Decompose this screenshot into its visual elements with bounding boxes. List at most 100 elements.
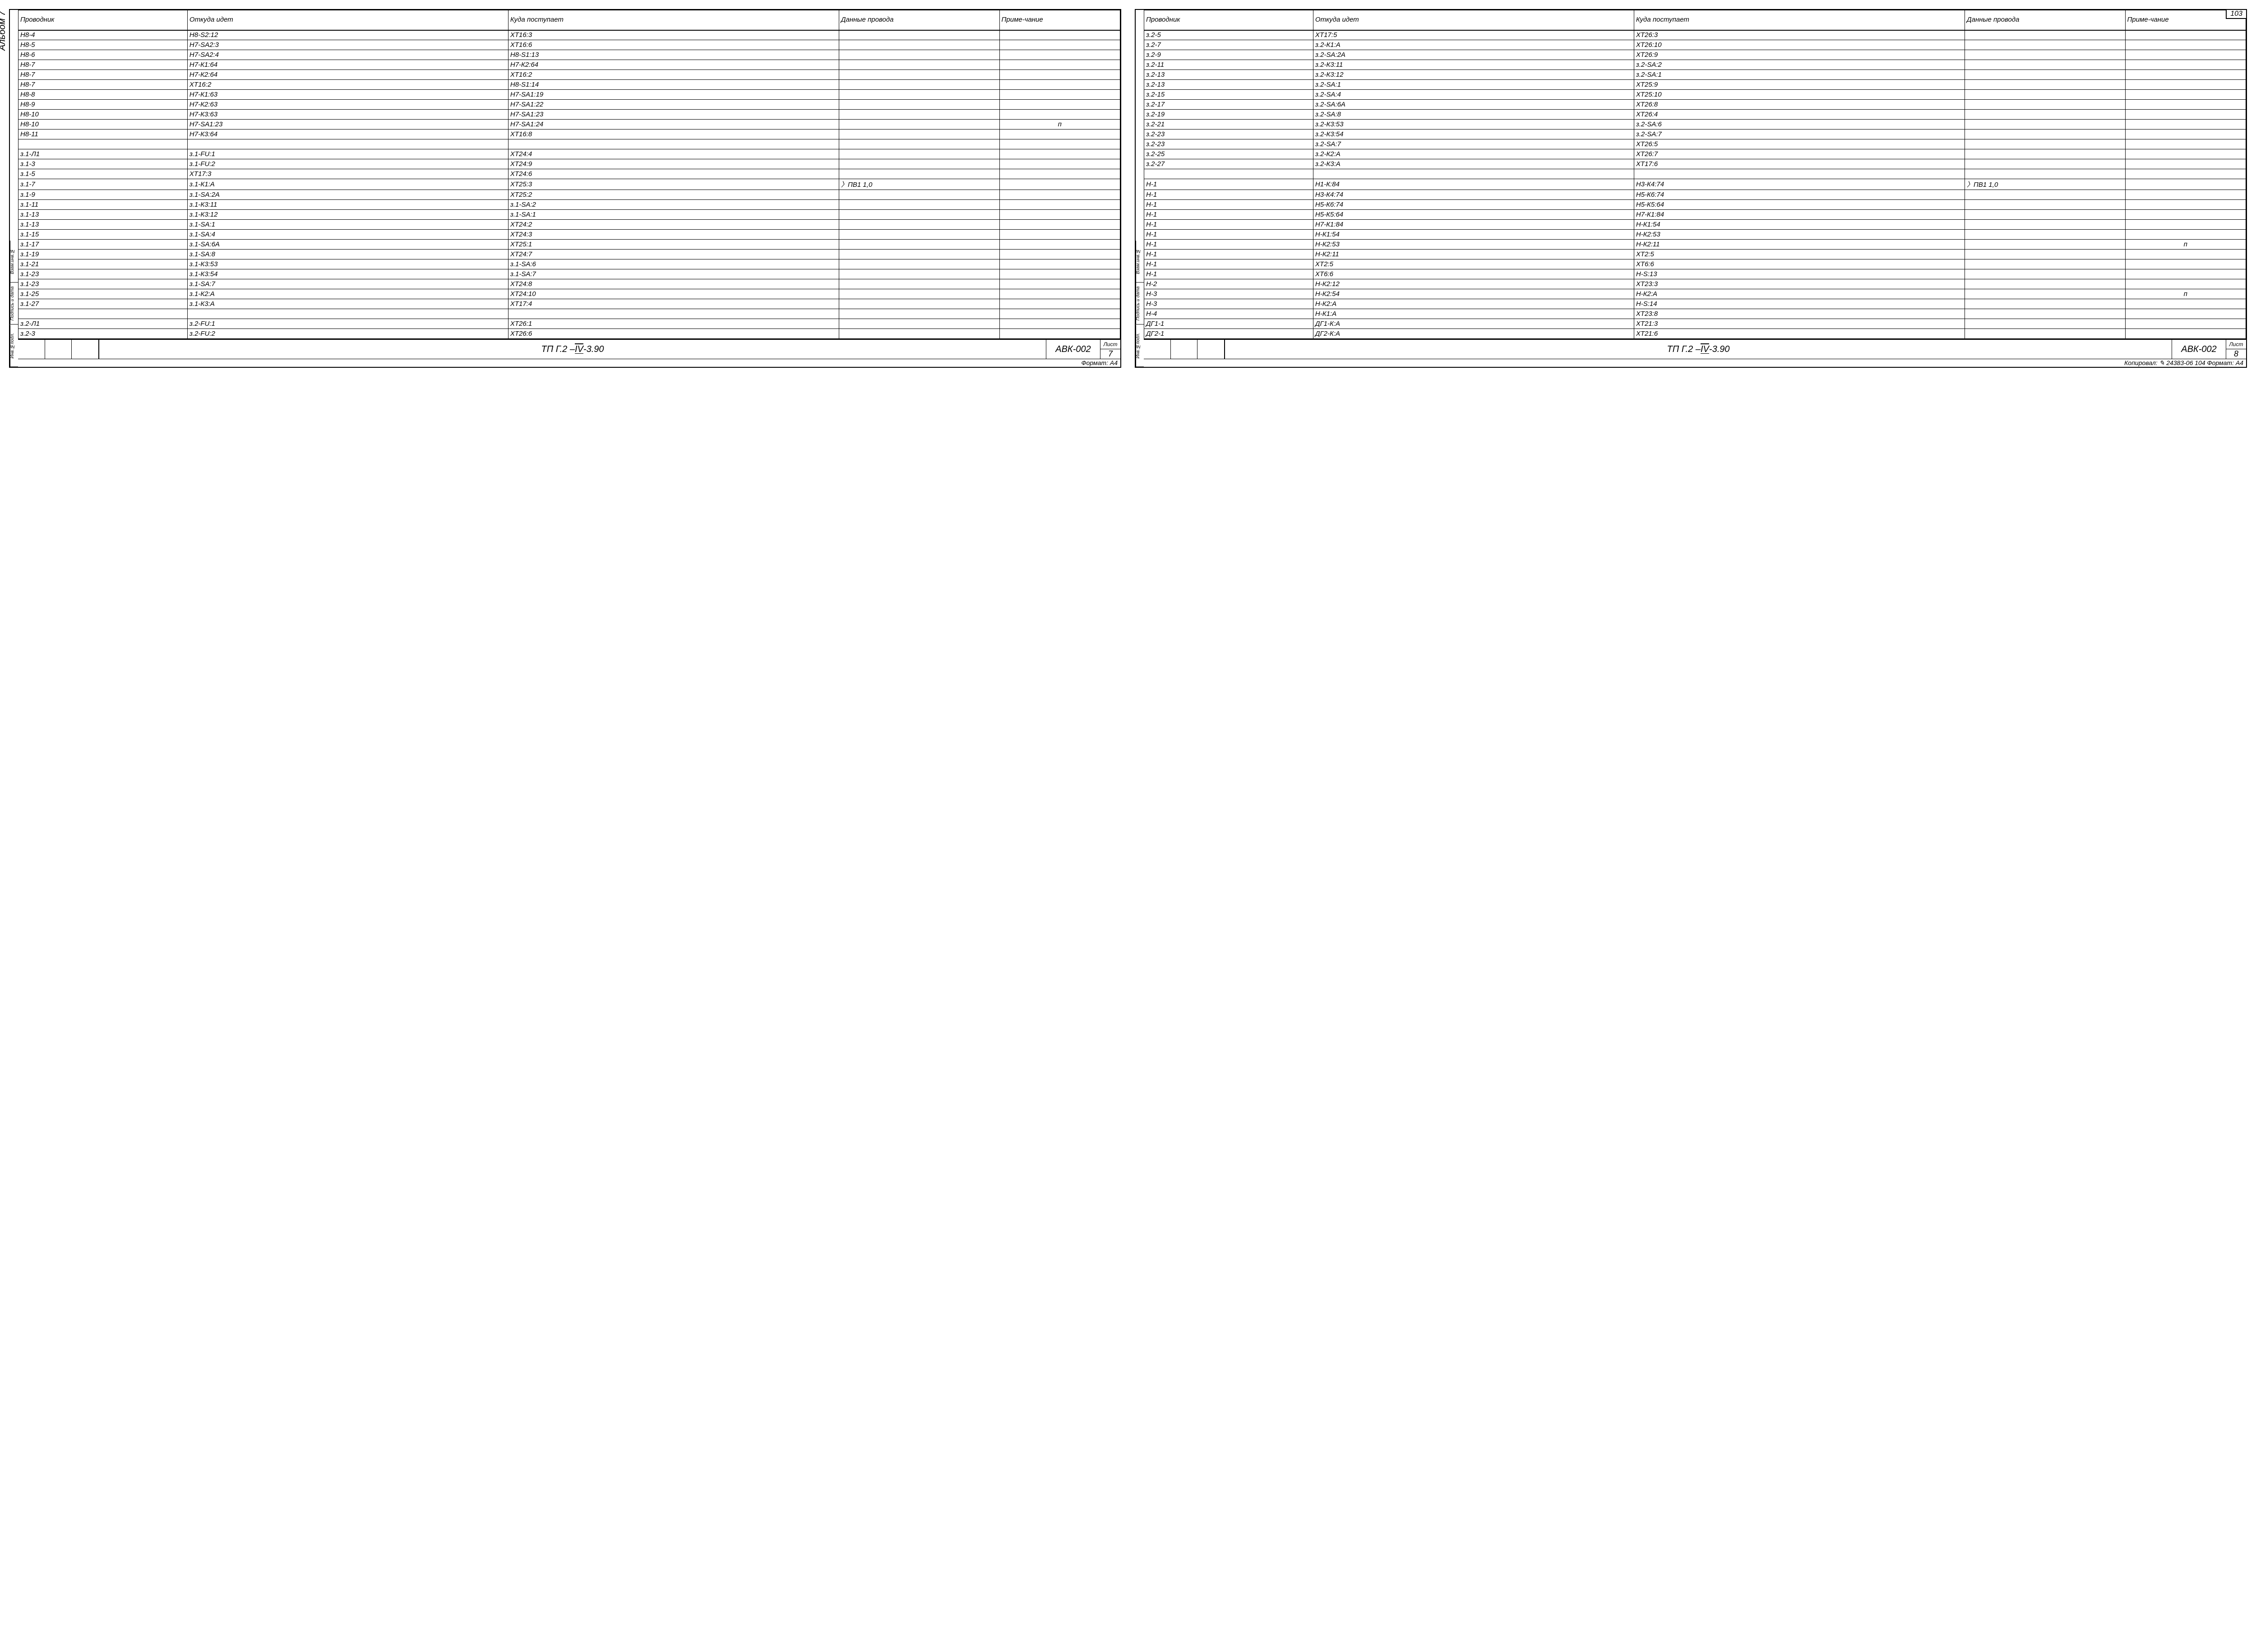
cell-n (999, 269, 1120, 279)
cell-n (2125, 100, 2246, 110)
designation-prefix: ТП Г.2 – (541, 344, 575, 355)
table-row: Н8-5Н7-SA2:3XT16:6 (18, 40, 1120, 50)
cell-d (839, 200, 999, 210)
cell-d (839, 220, 999, 230)
cell-p (18, 139, 188, 149)
cell-d (839, 100, 999, 110)
cell-k: XT26:4 (1634, 110, 1965, 120)
cell-o: з.1-SA:7 (187, 279, 508, 289)
cell-n (2125, 110, 2246, 120)
cell-p: з.1-15 (18, 230, 188, 240)
table-row: з.2-21з.2-К3:53з.2-SA:6 (1144, 120, 2246, 130)
cell-d (1965, 240, 2125, 250)
cell-p: Н-1 (1144, 230, 1313, 240)
cell-d (839, 70, 999, 80)
cell-k: XT26:3 (1634, 30, 1965, 40)
album-label: Альбом 7 (0, 11, 8, 51)
cell-d: 〉ПВ1 1,0 (839, 179, 999, 190)
cell-n (999, 110, 1120, 120)
cell-o: з.2-FU:2 (187, 329, 508, 339)
cell-d (839, 149, 999, 159)
cell-p: з.1-13 (18, 210, 188, 220)
cell-o: Н-К2:11 (1313, 250, 1634, 259)
cell-n (2125, 90, 2246, 100)
cell-d (1965, 299, 2125, 309)
cell-n (2125, 50, 2246, 60)
cell-p: з.1-Л1 (18, 149, 188, 159)
col-dannye: Данные провода (1965, 10, 2125, 30)
sheet-num: 8 (2226, 349, 2246, 359)
col-otkuda: Откуда идет (187, 10, 508, 30)
cell-d (839, 319, 999, 329)
cell-d (1965, 329, 2125, 339)
table-row: з.1-27з.1-К3:АXT17:4 (18, 299, 1120, 309)
cell-k: з.1-SA:1 (508, 210, 839, 220)
cell-k: XT17:4 (508, 299, 839, 309)
cell-k: XT26:6 (508, 329, 839, 339)
cell-n (999, 50, 1120, 60)
cell-n (2125, 159, 2246, 169)
cell-o: з.1-SA:2А (187, 190, 508, 200)
cell-p: з.1-9 (18, 190, 188, 200)
designation-suffix: -3.90 (1709, 344, 1730, 355)
cell-p: Н8-6 (18, 50, 188, 60)
cell-o: з.2-К3:12 (1313, 70, 1634, 80)
cell-n (2125, 250, 2246, 259)
cell-o: XT6:6 (1313, 269, 1634, 279)
cell-d (839, 289, 999, 299)
cell-o: з.1-К3:11 (187, 200, 508, 210)
cell-d (1965, 50, 2125, 60)
cell-k: XT24:10 (508, 289, 839, 299)
cell-p: Н-3 (1144, 289, 1313, 299)
cell-n (999, 230, 1120, 240)
cell-k: з.1-SA:6 (508, 259, 839, 269)
cell-o: Н7-К3:64 (187, 130, 508, 139)
cell-p: Н8-9 (18, 100, 188, 110)
cell-d (1965, 159, 2125, 169)
table-row: Н-1Н1-К:84Н3-К4:74〉ПВ1 1,0 (1144, 179, 2246, 190)
designation-suffix: -3.90 (583, 344, 604, 355)
cell-n (2125, 120, 2246, 130)
col-provodnik: Проводник (18, 10, 188, 30)
cell-p: Н-3 (1144, 299, 1313, 309)
cell-o: Н7-К3:63 (187, 110, 508, 120)
cell-o: з.2-К3:11 (1313, 60, 1634, 70)
cell-n (999, 80, 1120, 90)
cell-n: п (2125, 240, 2246, 250)
side-cell: Инв.№подл. (1136, 325, 1144, 367)
col-dannye: Данные провода (839, 10, 999, 30)
cell-o: з.1-К1:А (187, 179, 508, 190)
cell-n (2125, 40, 2246, 50)
table-header-row: Проводник Откуда идет Куда поступает Дан… (1144, 10, 2246, 30)
cell-d (839, 159, 999, 169)
table-row: Н-1XT2:5XT6:6 (1144, 259, 2246, 269)
cell-d (839, 230, 999, 240)
cell-d (1965, 80, 2125, 90)
designation-roman: IV (575, 345, 583, 354)
cell-d (839, 139, 999, 149)
side-cell: Подпись и дата (1136, 282, 1144, 324)
cell-p: ДГ2-1 (1144, 329, 1313, 339)
cell-o: Н1-К:84 (1313, 179, 1634, 190)
cell-k: Н7-SA1:19 (508, 90, 839, 100)
cell-p: з.1-19 (18, 250, 188, 259)
cell-p: з.2-3 (18, 329, 188, 339)
cell-p: Н-1 (1144, 190, 1313, 200)
cell-d (1965, 40, 2125, 50)
table-row: з.1-23з.1-SA:7XT24:8 (18, 279, 1120, 289)
cell-n (999, 220, 1120, 230)
cell-n (2125, 200, 2246, 210)
cell-d (1965, 269, 2125, 279)
cell-d (839, 30, 999, 40)
outer-page-number: 103 (2226, 9, 2247, 19)
cell-n (999, 210, 1120, 220)
table-row: з.2-13з.2-SA:1XT25:9 (1144, 80, 2246, 90)
cell-k: XT25:3 (508, 179, 839, 190)
table-row: з.1-13з.1-SA:1XT24:2 (18, 220, 1120, 230)
cell-p: з.2-17 (1144, 100, 1313, 110)
cell-p: з.1-21 (18, 259, 188, 269)
cell-d (1965, 100, 2125, 110)
table-row: Н-3Н-К2:АН-S:14 (1144, 299, 2246, 309)
cell-k: XT16:2 (508, 70, 839, 80)
cell-p: з.2-25 (1144, 149, 1313, 159)
